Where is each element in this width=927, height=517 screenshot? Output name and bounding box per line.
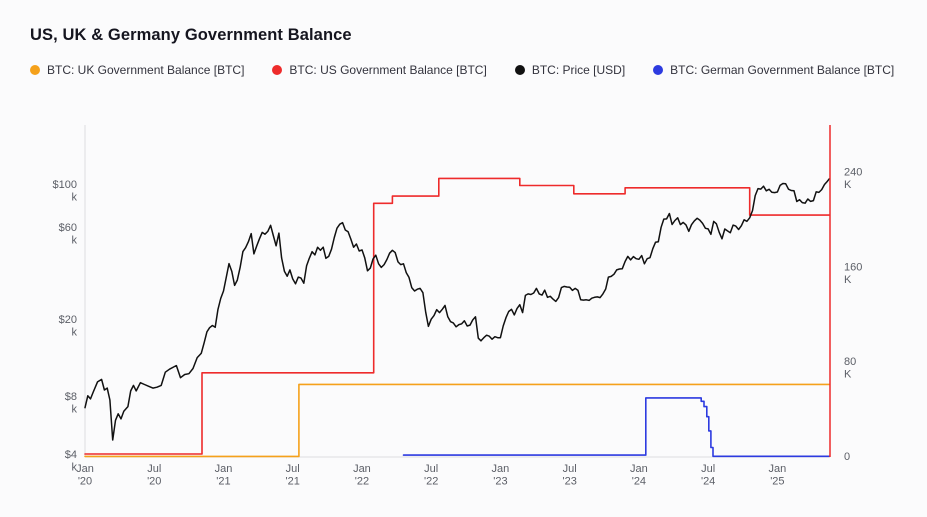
- legend-item-german-gov-balance[interactable]: BTC: German Government Balance [BTC]: [653, 63, 894, 77]
- x-tick-label: Jan '22: [353, 463, 371, 488]
- legend: BTC: UK Government Balance [BTC] BTC: US…: [30, 63, 894, 77]
- legend-dot-blue-icon: [653, 65, 664, 75]
- legend-label-btc-price: BTC: Price [USD]: [531, 63, 626, 77]
- chart-svg[interactable]: $100 k $60 k $20 k $8 k $4 k 240 K 160 K 80 K 0 Jan '20 Jul…: [0, 100, 927, 517]
- y-right-tick-label: 0: [844, 451, 850, 463]
- german-gov-balance-line: [402, 397, 831, 458]
- legend-item-uk-gov-balance[interactable]: BTC: UK Government Balance [BTC]: [30, 63, 244, 77]
- y-right-tick-label: 160 K: [844, 261, 862, 286]
- x-tick-label: Jul '20: [147, 463, 161, 488]
- x-tick-label: Jul '23: [562, 463, 576, 488]
- legend-label-german-gov-balance: BTC: German Government Balance [BTC]: [670, 63, 895, 77]
- x-tick-label: Jan '21: [215, 463, 233, 488]
- legend-label-uk-gov-balance: BTC: UK Government Balance [BTC]: [47, 63, 245, 77]
- us-gov-balance-line: [84, 177, 831, 455]
- y-left-tick-label: $20 k: [59, 314, 78, 339]
- x-tick-label: Jul '24: [701, 463, 715, 488]
- x-tick-label: Jan '24: [630, 463, 648, 488]
- y-left-tick-label: $60 k: [59, 222, 78, 247]
- x-tick-label: Jan '20: [76, 463, 94, 488]
- x-tick-label: Jan '23: [492, 463, 510, 488]
- y-right-tick-label: 80 K: [844, 356, 856, 381]
- legend-dot-orange-icon: [30, 65, 40, 75]
- uk-gov-balance-line: [84, 383, 831, 458]
- x-tick-label: Jul '22: [424, 463, 438, 488]
- btc-price-line: [84, 178, 831, 441]
- y-left-tick-label: $4 k: [65, 449, 78, 474]
- x-tick-label: Jan '25: [769, 463, 787, 488]
- y-left-tick-label: $100 k: [53, 179, 78, 204]
- chart-title: US, UK & Germany Government Balance: [30, 26, 352, 44]
- x-tick-label: Jul '21: [286, 463, 300, 488]
- legend-item-btc-price[interactable]: BTC: Price [USD]: [514, 63, 626, 77]
- legend-dot-black-icon: [514, 65, 525, 75]
- legend-label-us-gov-balance: BTC: US Government Balance [BTC]: [289, 63, 487, 77]
- y-right-tick-label: 240 K: [844, 166, 862, 191]
- legend-item-us-gov-balance[interactable]: BTC: US Government Balance [BTC]: [272, 63, 487, 77]
- y-left-tick-label: $8 k: [65, 391, 78, 416]
- legend-dot-red-icon: [272, 65, 283, 75]
